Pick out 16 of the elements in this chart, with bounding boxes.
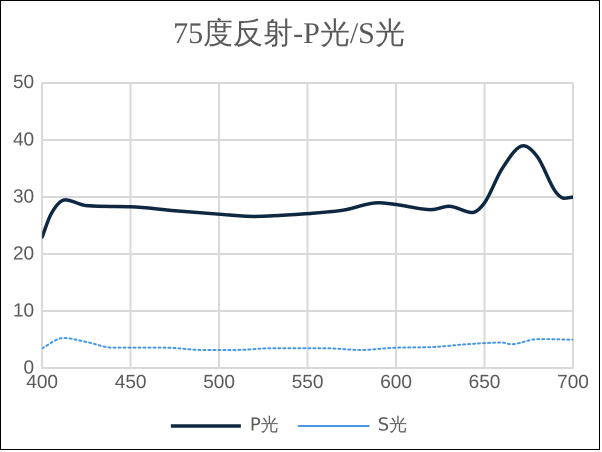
- legend-label: P光: [250, 414, 279, 436]
- x-tick-label: 650: [468, 372, 500, 393]
- y-tick-label: 20: [12, 243, 34, 264]
- y-tick-label: 10: [12, 300, 34, 322]
- y-tick-label: 50: [12, 72, 34, 94]
- y-tick-label: 40: [12, 129, 34, 150]
- x-tick-label: 550: [292, 372, 324, 393]
- x-tick-label: 600: [380, 372, 412, 393]
- x-tick-label: 450: [114, 372, 146, 393]
- line-series: [42, 144, 573, 239]
- x-tick-label: 500: [203, 372, 235, 393]
- chart-title: 75度反射-P光/S光: [173, 16, 405, 50]
- y-tick-label: 30: [12, 186, 34, 208]
- line-series: [42, 336, 573, 351]
- x-tick-label: 700: [557, 372, 589, 393]
- legend-label: S光: [378, 414, 408, 436]
